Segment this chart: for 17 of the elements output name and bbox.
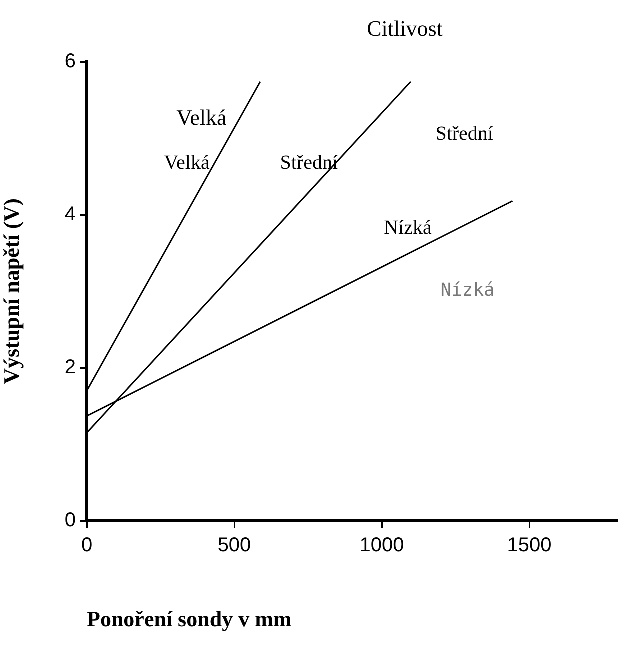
x-tick-label: 1500 [507,534,552,557]
chart-title: Citlivost [367,16,443,41]
x-tick-label: 500 [218,534,252,557]
x-tick-label: 0 [81,534,93,557]
x-tick-label: 1000 [360,534,404,557]
annotation: Nízká [440,280,495,302]
annotation: Střední [436,122,494,145]
y-tick-label: 6 [64,50,76,73]
annotation: Velká [176,105,228,130]
series-label: Střední [280,152,338,174]
y-axis-title: Výstupní napětí (V) [0,198,24,384]
series-label: Nízká [384,217,432,240]
y-tick-label: 0 [64,510,76,532]
y-tick-label: 2 [64,356,76,379]
y-tick-label: 4 [64,204,76,226]
series-label: Velká [164,152,210,174]
x-axis-title: Ponoření sondy v mm [87,606,292,632]
